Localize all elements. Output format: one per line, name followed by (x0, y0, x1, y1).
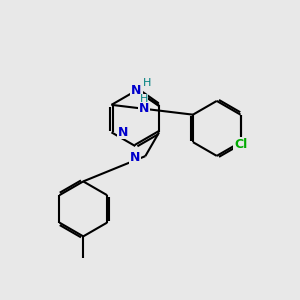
Text: Cl: Cl (234, 138, 247, 151)
Text: O: O (130, 82, 142, 96)
Text: N: N (130, 152, 140, 164)
Text: H: H (140, 94, 148, 104)
Text: H: H (143, 78, 151, 88)
Text: N: N (139, 103, 149, 116)
Text: N: N (131, 84, 141, 97)
Text: N: N (118, 126, 128, 139)
